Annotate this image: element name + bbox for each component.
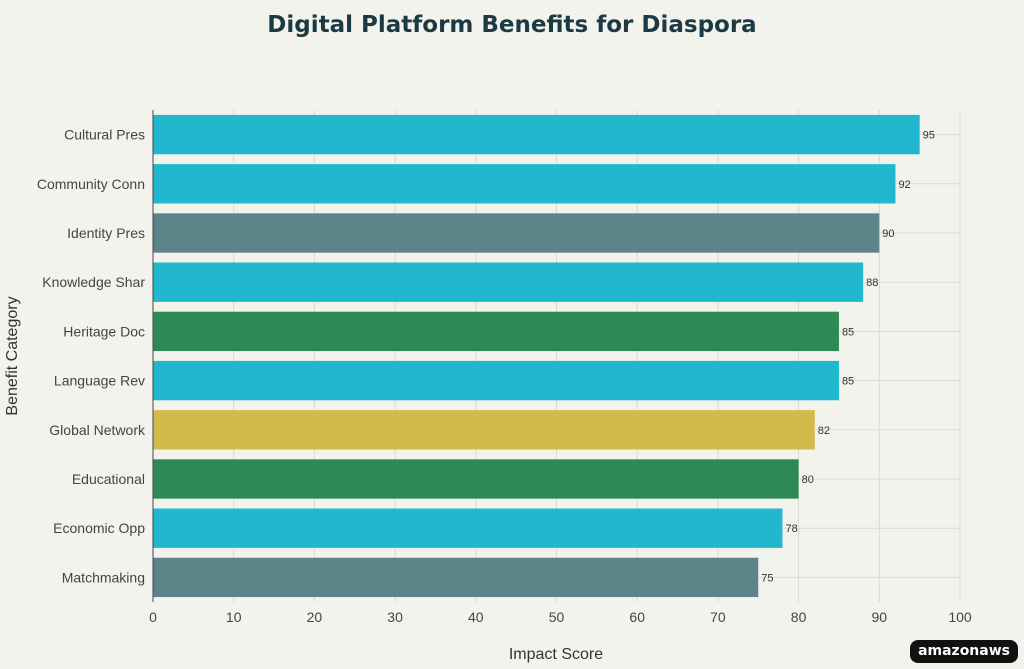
value-label: 90 xyxy=(882,228,894,240)
category-label: Matchmaking xyxy=(62,569,145,585)
bars xyxy=(153,114,920,598)
x-axis-label: Impact Score xyxy=(509,646,603,663)
value-label: 88 xyxy=(866,277,878,289)
bar xyxy=(153,311,839,352)
category-label: Identity Pres xyxy=(67,225,145,241)
category-label: Global Network xyxy=(49,422,146,438)
x-tick-label: 80 xyxy=(791,609,807,625)
bar xyxy=(153,262,864,302)
category-label: Economic Opp xyxy=(53,520,145,536)
category-label: Language Rev xyxy=(54,373,145,389)
category-label: Community Conn xyxy=(37,176,145,192)
category-label: Cultural Pres xyxy=(64,127,145,143)
y-axis-label: Benefit Category xyxy=(4,296,21,415)
x-tick-label: 100 xyxy=(948,609,972,625)
bar xyxy=(153,459,799,499)
bar xyxy=(153,557,759,598)
x-tick-label: 90 xyxy=(872,609,888,625)
labels: Cultural Pres 95 Community Conn 92 Identity … xyxy=(37,127,935,586)
bar xyxy=(153,114,920,155)
bar xyxy=(153,213,880,253)
x-tick-label: 60 xyxy=(629,609,645,625)
category-label: Heritage Doc xyxy=(63,323,145,339)
category-label: Educational xyxy=(72,471,145,487)
x-tick-label: 70 xyxy=(710,609,726,625)
value-label: 78 xyxy=(785,523,797,535)
bar xyxy=(153,508,783,548)
x-tick-labels: 0 10 20 30 40 50 60 70 80 90 100 xyxy=(149,609,972,625)
bar xyxy=(153,360,839,401)
value-label: 85 xyxy=(842,326,854,338)
value-label: 85 xyxy=(842,376,854,388)
x-tick-label: 0 xyxy=(149,609,157,625)
bar xyxy=(153,164,896,204)
bar xyxy=(153,410,815,450)
value-label: 95 xyxy=(923,130,935,142)
value-label: 75 xyxy=(761,572,773,584)
chart-title: Digital Platform Benefits for Diaspora xyxy=(267,12,757,38)
value-label: 82 xyxy=(818,425,830,437)
x-tick-label: 30 xyxy=(387,609,403,625)
value-label: 80 xyxy=(802,474,814,486)
x-tick-label: 20 xyxy=(307,609,323,625)
x-tick-label: 50 xyxy=(549,609,565,625)
watermark-badge: amazonaws xyxy=(910,640,1018,663)
category-label: Knowledge Shar xyxy=(42,274,145,290)
value-label: 92 xyxy=(898,179,910,191)
x-tick-label: 40 xyxy=(468,609,484,625)
x-tick-label: 10 xyxy=(226,609,242,625)
